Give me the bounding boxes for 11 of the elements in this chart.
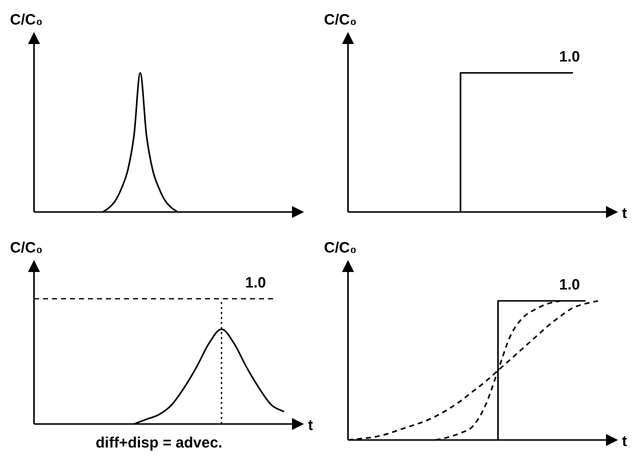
text: diff+disp = advec. [96,434,222,452]
y-axis-title: C/C₀ [324,240,357,257]
x-axis-title: t [622,205,627,222]
y-axis-title: C/C₀ [324,12,357,29]
y-axis-title: C/C₀ [10,240,43,257]
y-axis-title: C/C₀ [10,12,43,29]
annotation: 1.0 [559,48,580,66]
text: 1.0 [245,274,266,292]
x-axis-title: t [622,433,627,450]
annotation: 1.0 [559,276,580,294]
x-axis-title: t [308,417,313,434]
